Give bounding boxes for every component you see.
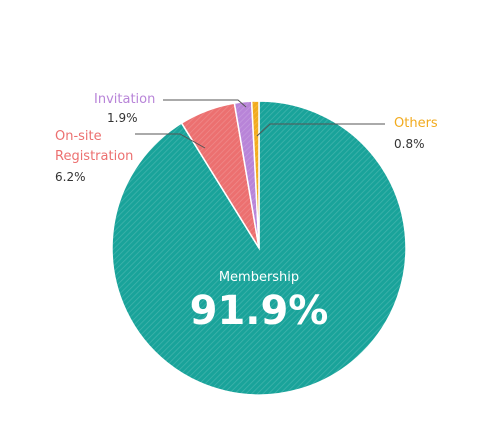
slice-hatch bbox=[181, 103, 259, 248]
slice-label: Membership bbox=[218, 270, 300, 285]
slice-label: Others bbox=[394, 116, 438, 131]
leader-line bbox=[256, 123, 385, 137]
slice-value-label: 0.8% bbox=[394, 137, 425, 151]
slice-value-label: 1.9% bbox=[107, 111, 138, 125]
slice-label: Invitation bbox=[94, 92, 156, 107]
slice-label: On-site Registration bbox=[55, 129, 134, 164]
slice-hatch bbox=[251, 101, 259, 248]
slice-value-label: 6.2% bbox=[55, 170, 86, 184]
leader-line bbox=[135, 133, 206, 149]
leader-line bbox=[163, 99, 247, 108]
slice-value-label: 91.9% bbox=[189, 288, 329, 334]
